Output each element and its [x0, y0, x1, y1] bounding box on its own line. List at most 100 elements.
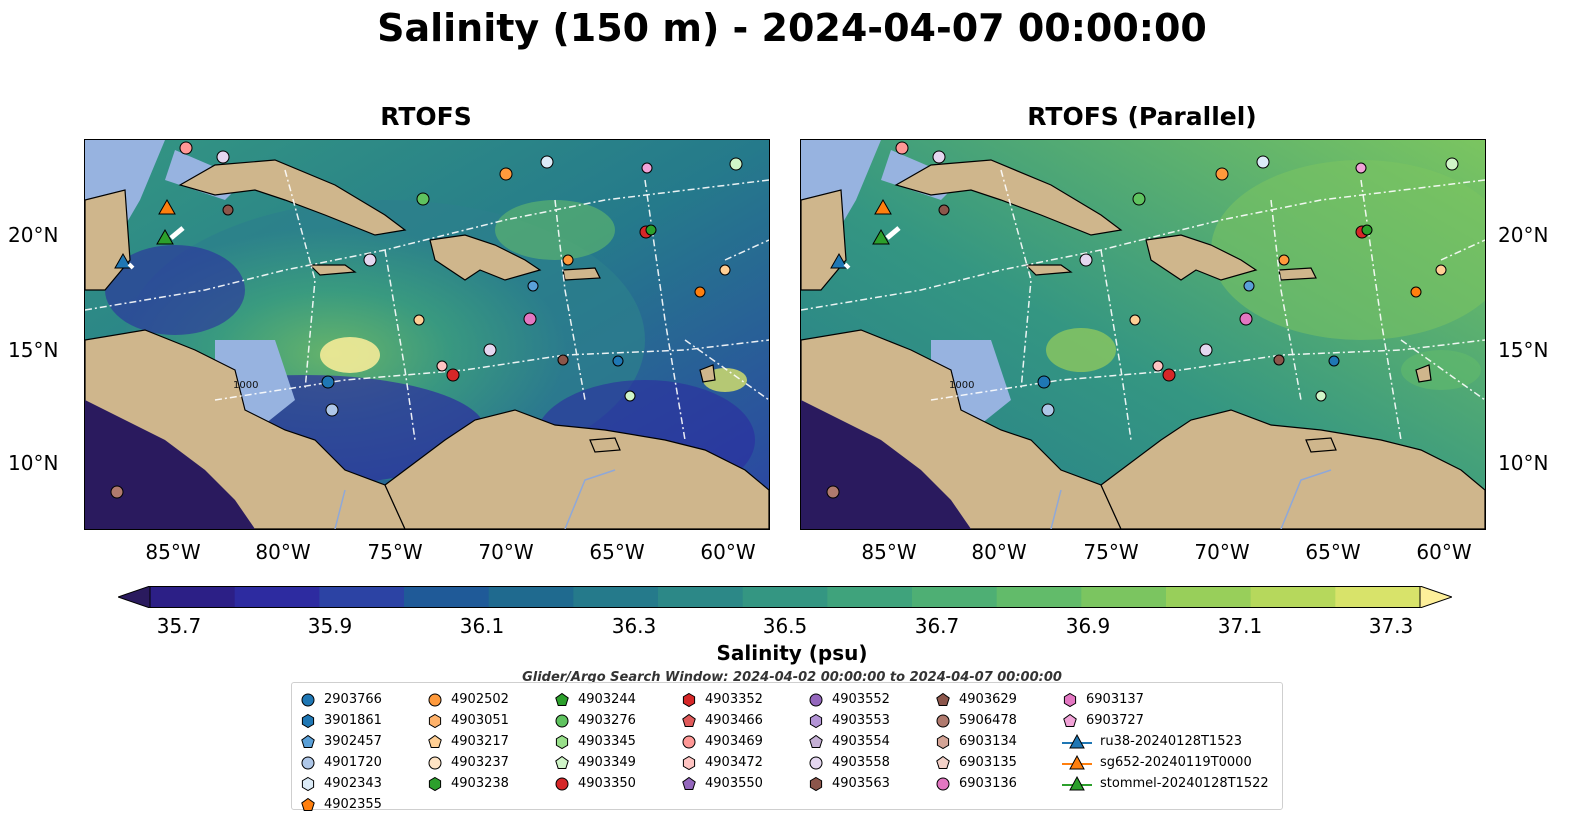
circle-marker-icon	[300, 692, 324, 708]
pentagon-marker-icon	[935, 755, 959, 771]
isobath-label-right: 1000	[949, 380, 974, 391]
hexagon-marker-icon	[427, 776, 451, 792]
circle-marker-icon	[935, 776, 959, 792]
lat-label-right-15: 15°N	[1498, 338, 1549, 362]
legend-item: 4903349	[554, 752, 636, 773]
legend-item-label: 5906478	[959, 713, 1017, 728]
search-window-note: Glider/Argo Search Window: 2024-04-02 00…	[522, 670, 1062, 685]
map-panel-right[interactable]: 1000	[800, 139, 1486, 530]
lon-label-left-85: 85°W	[145, 540, 201, 564]
colorbar-tick: 36.3	[611, 614, 657, 638]
colorbar-segment	[912, 586, 998, 608]
colorbar-tick: 36.1	[459, 614, 505, 638]
lon-label-right-65: 65°W	[1305, 540, 1361, 564]
legend-item: 6903727	[1062, 710, 1269, 731]
pentagon-marker-icon	[681, 713, 705, 729]
legend-item-label: 4903554	[832, 734, 890, 749]
legend-item: 4903352	[681, 689, 763, 710]
legend-item-label: 4903466	[705, 713, 763, 728]
colorbar-segment	[319, 586, 405, 608]
pentagon-marker-icon	[808, 734, 832, 750]
colorbar-segment	[742, 586, 828, 608]
legend-item-label: 4903629	[959, 692, 1017, 707]
pentagon-marker-icon	[681, 776, 705, 792]
colorbar-segment	[827, 586, 913, 608]
lat-label-right-10: 10°N	[1498, 451, 1549, 475]
hexagon-marker-icon	[1062, 692, 1086, 708]
legend-item: stommel-20240128T1522	[1062, 773, 1269, 794]
map-panel-left[interactable]: 1000	[84, 139, 770, 530]
lon-label-left-65: 65°W	[589, 540, 645, 564]
legend-item-label: 4902502	[451, 692, 509, 707]
legend-column: 4903352 4903466 4903469 4903472 4903550	[681, 689, 763, 794]
circle-marker-icon	[554, 713, 578, 729]
legend-item: 5906478	[935, 710, 1017, 731]
figure-title: Salinity (150 m) - 2024-04-07 00:00:00	[377, 6, 1207, 50]
colorbar-tick: 37.3	[1368, 614, 1414, 638]
legend-item-label: 4903345	[578, 734, 636, 749]
circle-marker-icon	[935, 713, 959, 729]
lon-label-left-70: 70°W	[478, 540, 534, 564]
legend-item: 4902355	[300, 794, 382, 815]
legend-item-label: 6903135	[959, 755, 1017, 770]
lat-label-left-20: 20°N	[8, 223, 59, 247]
colorbar-segment	[1250, 586, 1336, 608]
legend-item: 4903472	[681, 752, 763, 773]
colorbar-segment	[1166, 586, 1252, 608]
hexagon-marker-icon	[300, 713, 324, 729]
legend-item-label: stommel-20240128T1522	[1100, 776, 1269, 791]
colorbar-segment	[234, 586, 320, 608]
colorbar-segment	[658, 586, 744, 608]
legend-item-label: 4903563	[832, 776, 890, 791]
legend-column: 6903137 6903727 ru38-20240128T1523 sg652-20…	[1062, 689, 1269, 794]
legend-item: sg652-20240119T0000	[1062, 752, 1269, 773]
legend-item-label: 6903137	[1086, 692, 1144, 707]
legend-column: 4903629 5906478 6903134 6903135 6903136	[935, 689, 1017, 794]
legend-item: 4903629	[935, 689, 1017, 710]
legend-column: 4903552 4903553 4903554 4903558 4903563	[808, 689, 890, 794]
legend-item: 3902457	[300, 731, 382, 752]
triangle-line-marker-icon	[1062, 754, 1100, 772]
legend-item: 4903558	[808, 752, 890, 773]
hexagon-marker-icon	[681, 692, 705, 708]
legend-item-label: 4902343	[324, 776, 382, 791]
legend-item-label: 6903727	[1086, 713, 1144, 728]
map-canvas-left: 1000	[85, 140, 769, 529]
circle-marker-icon	[427, 755, 451, 771]
legend-item: 4903563	[808, 773, 890, 794]
legend-item-label: 6903134	[959, 734, 1017, 749]
colorbar-segment	[1335, 586, 1421, 608]
legend-item: 4903238	[427, 773, 509, 794]
legend-item-label: 4903244	[578, 692, 636, 707]
colorbar-tick: 37.1	[1217, 614, 1263, 638]
lon-label-right-75: 75°W	[1083, 540, 1139, 564]
legend-item-label: 4902355	[324, 797, 382, 812]
colorbar-tick: 35.7	[156, 614, 202, 638]
legend-item: 4903217	[427, 731, 509, 752]
lat-label-right-20: 20°N	[1498, 223, 1549, 247]
legend-item: 6903136	[935, 773, 1017, 794]
legend: 2903766 3901861 3902457 4901720 4902343 49023…	[291, 682, 1283, 812]
legend-item-label: 4903552	[832, 692, 890, 707]
legend-item-label: 6903136	[959, 776, 1017, 791]
legend-item-label: 4903469	[705, 734, 763, 749]
lon-label-left-75: 75°W	[367, 540, 423, 564]
legend-item: 4903466	[681, 710, 763, 731]
legend-item-label: sg652-20240119T0000	[1100, 755, 1252, 770]
circle-marker-icon	[808, 755, 832, 771]
hexagon-marker-icon	[935, 734, 959, 750]
lon-label-right-85: 85°W	[861, 540, 917, 564]
lat-label-left-15: 15°N	[8, 338, 59, 362]
legend-item: 4903051	[427, 710, 509, 731]
map-canvas-right: 1000	[801, 140, 1485, 529]
legend-item: 4901720	[300, 752, 382, 773]
pentagon-marker-icon	[554, 755, 578, 771]
legend-item-label: 4903352	[705, 692, 763, 707]
colorbar-segment	[488, 586, 574, 608]
legend-item-label: 4903350	[578, 776, 636, 791]
legend-item-label: 4903558	[832, 755, 890, 770]
legend-item: 4903276	[554, 710, 636, 731]
legend-item-label: 3902457	[324, 734, 382, 749]
colorbar-segment	[150, 586, 236, 608]
legend-item: 4903350	[554, 773, 636, 794]
